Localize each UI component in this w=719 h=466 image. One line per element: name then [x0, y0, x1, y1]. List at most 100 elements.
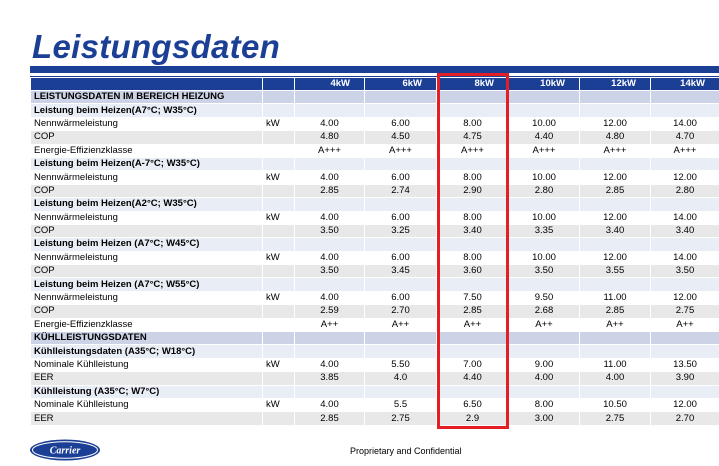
value-cell: 3.25	[364, 223, 437, 239]
value-cell: 9.00	[508, 357, 580, 373]
value-cell: A++	[579, 317, 651, 333]
value-cell: 2.75	[579, 411, 651, 426]
row-label: COP	[30, 223, 263, 239]
table-row: EER 2.85 2.75 2.9 3.00 2.75 2.70	[30, 411, 719, 426]
table-row: EER 3.85 4.0 4.40 4.00 4.00 3.90	[30, 371, 719, 386]
value-cell	[364, 89, 437, 105]
row-label: Nominale Kühlleistung	[30, 357, 263, 373]
row-label: Kühlleistungsdaten (A35°C; W18°C)	[30, 344, 263, 359]
value-cell: 4.00	[294, 357, 365, 373]
value-cell: 2.75	[364, 411, 437, 426]
value-cell	[294, 237, 365, 252]
value-cell: 2.74	[364, 183, 437, 199]
value-cell: A+++	[579, 143, 651, 158]
value-cell: 12.00	[579, 170, 651, 185]
value-cell: A+++	[650, 143, 719, 158]
value-cell: 3.55	[579, 264, 651, 279]
value-cell: A+++	[436, 143, 509, 158]
value-cell: 10.00	[508, 116, 580, 132]
row-unit	[262, 304, 295, 319]
value-cell	[294, 103, 365, 118]
value-cell: 3.40	[650, 223, 719, 239]
value-cell: 10.00	[508, 250, 580, 266]
subsection-header-row: Leistung beim Heizen(A7°C; W35°C)	[30, 103, 719, 118]
table-row: Nennwärmeleistung kW 4.00 6.00 7.50 9.50 11.00…	[30, 290, 719, 306]
value-cell	[650, 197, 719, 212]
value-cell: 4.00	[294, 290, 365, 306]
value-cell: 7.50	[436, 290, 509, 306]
table-row: COP 2.85 2.74 2.90 2.80 2.85 2.80	[30, 183, 719, 199]
value-cell: 3.50	[294, 223, 365, 239]
value-cell: 4.00	[294, 116, 365, 132]
row-label: Kühlleistung (A35°C; W7°C)	[30, 384, 263, 399]
value-cell: 2.9	[436, 411, 509, 426]
value-cell	[364, 384, 437, 399]
table-row: Nominale Kühlleistung kW 4.00 5.50 7.00 9.00 1…	[30, 357, 719, 373]
value-cell	[508, 197, 580, 212]
row-unit	[262, 237, 295, 252]
row-unit: kW	[262, 290, 295, 306]
value-cell	[579, 89, 651, 105]
value-cell: 6.50	[436, 397, 509, 413]
value-cell	[650, 331, 719, 346]
value-cell: 3.00	[508, 411, 580, 426]
row-unit	[262, 223, 295, 239]
value-cell: 14.00	[650, 210, 719, 225]
column-header: 10kW	[508, 77, 580, 91]
value-cell: 2.85	[579, 304, 651, 319]
value-cell	[579, 103, 651, 118]
value-cell: 2.80	[508, 183, 580, 199]
value-cell: 11.00	[579, 357, 651, 373]
value-cell	[294, 89, 365, 105]
value-cell: A++	[650, 317, 719, 333]
value-cell: 10.00	[508, 170, 580, 185]
row-unit	[262, 89, 295, 105]
table-row: COP 3.50 3.25 3.40 3.35 3.40 3.40	[30, 223, 719, 239]
value-cell: 2.68	[508, 304, 580, 319]
row-unit	[262, 411, 295, 426]
value-cell: 3.50	[508, 264, 580, 279]
row-label: Leistung beim Heizen (A7°C; W45°C)	[30, 237, 263, 252]
row-label: Leistung beim Heizen(A7°C; W35°C)	[30, 103, 263, 118]
value-cell	[364, 156, 437, 172]
value-cell: 2.85	[294, 411, 365, 426]
value-cell: 3.60	[436, 264, 509, 279]
table-row: Nennwärmeleistung kW 4.00 6.00 8.00 10.00 12.0…	[30, 250, 719, 266]
value-cell	[579, 237, 651, 252]
value-cell	[436, 156, 509, 172]
value-cell: 12.00	[650, 397, 719, 413]
value-cell: 3.90	[650, 371, 719, 386]
value-cell	[364, 344, 437, 359]
row-unit	[262, 143, 295, 158]
value-cell	[508, 277, 580, 292]
row-label: COP	[30, 304, 263, 319]
value-cell	[294, 197, 365, 212]
table-row: Energie-Effizienzklasse A+++ A+++ A+++ A+++ A…	[30, 143, 719, 158]
value-cell: 2.70	[364, 304, 437, 319]
value-cell: 4.00	[294, 210, 365, 225]
row-label: EER	[30, 371, 263, 386]
value-cell: 10.50	[579, 397, 651, 413]
row-label: EER	[30, 411, 263, 426]
title-divider	[30, 66, 719, 73]
value-cell	[508, 156, 580, 172]
table-row: Energie-Effizienzklasse A++ A++ A++ A++ A++ A+…	[30, 317, 719, 333]
value-cell: 13.50	[650, 357, 719, 373]
row-unit: kW	[262, 250, 295, 266]
value-cell: 14.00	[650, 250, 719, 266]
title-divider-thin	[30, 76, 719, 77]
value-cell: 4.40	[436, 371, 509, 386]
value-cell	[436, 384, 509, 399]
value-cell	[364, 237, 437, 252]
column-header: 12kW	[579, 77, 651, 91]
value-cell	[579, 277, 651, 292]
value-cell: 2.75	[650, 304, 719, 319]
value-cell	[508, 237, 580, 252]
row-unit	[262, 277, 295, 292]
value-cell: 3.50	[294, 264, 365, 279]
row-unit	[262, 156, 295, 172]
row-unit	[262, 103, 295, 118]
value-cell: 2.85	[436, 304, 509, 319]
value-cell: 2.70	[650, 411, 719, 426]
value-cell	[436, 89, 509, 105]
